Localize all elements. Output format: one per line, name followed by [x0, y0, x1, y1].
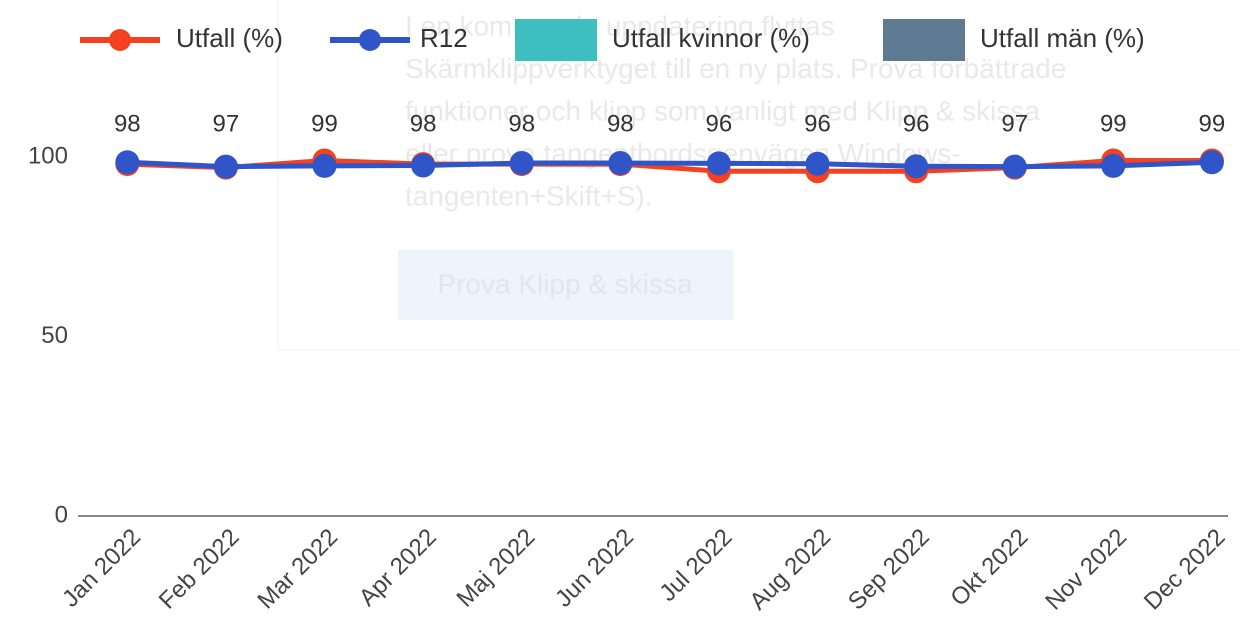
- x-tick-label: Jul 2022: [654, 524, 737, 607]
- series-line: [127, 159, 1212, 170]
- notification-text: tangenten+Skift+S).: [405, 180, 653, 211]
- data-label: 96: [804, 110, 831, 137]
- point: [115, 150, 140, 175]
- point: [608, 151, 633, 176]
- point: [1002, 154, 1027, 179]
- data-label: 99: [311, 110, 338, 137]
- notification-box: [277, 0, 1240, 351]
- legend-label: Utfall kvinnor (%): [612, 23, 810, 53]
- x-tick-label: Mar 2022: [252, 524, 343, 615]
- point: [213, 154, 238, 179]
- x-tick-label: Feb 2022: [154, 524, 245, 615]
- x-tick-label: Nov 2022: [1040, 524, 1132, 616]
- x-tick-label: Apr 2022: [354, 524, 442, 612]
- notification-button[interactable]: [398, 250, 733, 320]
- legend-label: Utfall män (%): [980, 23, 1145, 53]
- data-label: 97: [213, 110, 240, 137]
- point: [1199, 150, 1224, 175]
- x-tick-label: Aug 2022: [744, 524, 836, 616]
- x-tick-label: Dec 2022: [1139, 524, 1231, 616]
- point: [509, 151, 534, 176]
- data-label: 99: [1199, 110, 1226, 137]
- legend-label: R12: [420, 23, 468, 53]
- point: [312, 153, 337, 178]
- data-label: 97: [1001, 110, 1028, 137]
- legend-label: Utfall (%): [176, 23, 283, 53]
- data-label: 96: [706, 110, 733, 137]
- y-tick-label: 100: [28, 142, 68, 169]
- point: [904, 154, 929, 179]
- data-label: 96: [903, 110, 930, 137]
- notification-button-label[interactable]: Prova Klipp & skissa: [437, 268, 693, 299]
- point: [805, 151, 830, 176]
- y-tick-label: 50: [41, 322, 68, 349]
- point: [1101, 153, 1126, 178]
- x-tick-label: Maj 2022: [452, 524, 541, 613]
- x-tick-label: Sep 2022: [843, 524, 935, 616]
- x-tick-label: Jun 2022: [550, 524, 639, 613]
- notification-text: funktioner och klipp som vanligt med Kli…: [405, 95, 1040, 126]
- legend-swatch: [515, 19, 597, 61]
- point: [706, 151, 731, 176]
- x-tick-label: Jan 2022: [57, 524, 146, 613]
- data-label: 98: [508, 110, 535, 137]
- data-label: 98: [607, 110, 634, 137]
- y-tick-label: 0: [55, 501, 68, 528]
- data-label: 98: [114, 110, 141, 137]
- legend-swatch: [883, 19, 965, 61]
- notification-text: I en kommande uppdatering flyttas: [405, 10, 835, 41]
- notification-text: Skärmklippverktyget till en ny plats. Pr…: [405, 53, 1066, 84]
- legend-dot: [359, 29, 381, 51]
- point: [411, 153, 436, 178]
- data-label: 98: [410, 110, 437, 137]
- x-tick-label: Okt 2022: [945, 524, 1033, 612]
- legend-dot: [109, 29, 131, 51]
- data-label: 99: [1100, 110, 1127, 137]
